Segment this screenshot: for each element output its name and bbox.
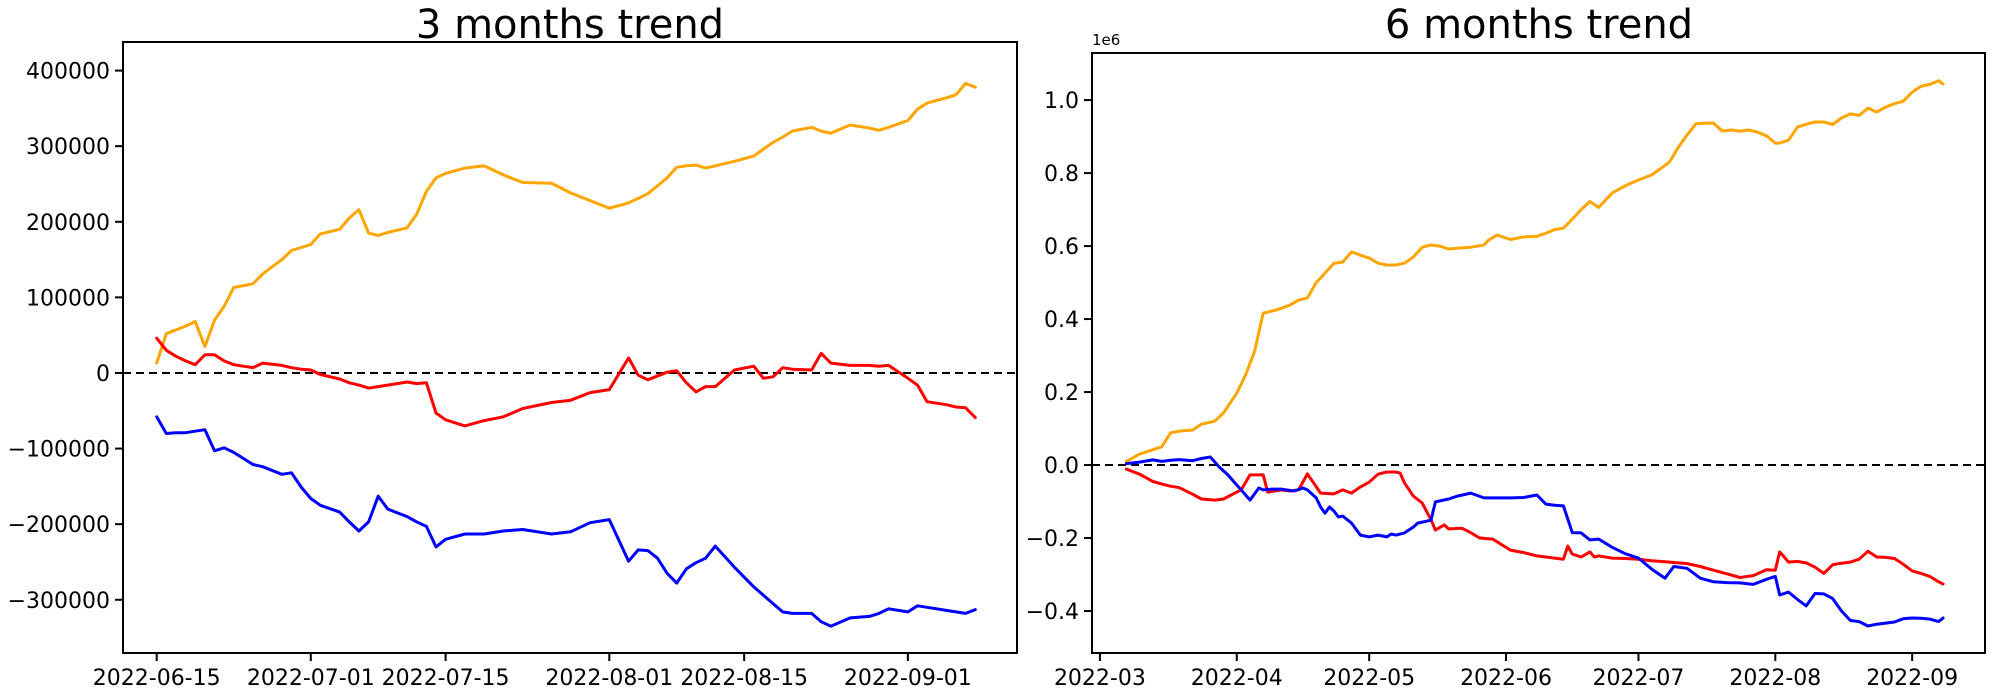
series-line-red [155, 336, 977, 428]
series-line-blue [155, 415, 977, 628]
plot-border [122, 41, 1018, 654]
y-tick-label: 0.0 [1044, 454, 1079, 479]
y-tick-label: −0.2 [1026, 527, 1079, 552]
y-tick-label: −0.4 [1026, 600, 1079, 625]
x-tick-label: 2022-07-15 [382, 666, 510, 691]
y-tick-label: 0.6 [1044, 235, 1079, 260]
series-line-orange [1124, 79, 1945, 463]
x-tick-label: 2022-06-15 [93, 666, 221, 691]
x-tick-label: 2022-05 [1323, 666, 1415, 691]
plot-border [1091, 52, 1986, 654]
y-tick-label: 0 [96, 362, 110, 387]
x-tick-label: 2022-08-01 [545, 666, 673, 691]
chart-title-3-months: 3 months trend [415, 2, 725, 48]
x-tick-label: 2022-09 [1866, 666, 1958, 691]
series-line-blue [1124, 455, 1945, 628]
y-tick-label: 0.2 [1044, 381, 1079, 406]
x-tick-label: 2022-08-15 [680, 666, 808, 691]
y-tick-label: 200000 [26, 211, 110, 236]
x-tick-label: 2022-07-01 [247, 666, 375, 691]
y-axis-offset-label: 1e6 [1092, 31, 1120, 49]
y-tick-label: −200000 [8, 513, 110, 538]
series-line-red [1124, 467, 1945, 586]
y-tick-label: −300000 [8, 589, 110, 614]
y-tick-label: 0.4 [1044, 308, 1079, 333]
y-tick-label: 100000 [26, 286, 110, 311]
x-tick-label: 2022-09-01 [844, 666, 972, 691]
chart-title-6-months: 6 months trend [1384, 2, 1694, 48]
x-tick-label: 2022-06 [1460, 666, 1552, 691]
x-tick-label: 2022-04 [1191, 666, 1283, 691]
y-tick-label: 1.0 [1044, 89, 1079, 114]
y-tick-label: 0.8 [1044, 162, 1079, 187]
y-tick-label: −100000 [8, 438, 110, 463]
x-tick-label: 2022-07 [1593, 666, 1685, 691]
y-tick-label: 300000 [26, 135, 110, 160]
y-tick-label: 400000 [26, 60, 110, 85]
series-line-orange [155, 81, 977, 365]
x-tick-label: 2022-08 [1729, 666, 1821, 691]
x-tick-label: 2022-03 [1054, 666, 1146, 691]
